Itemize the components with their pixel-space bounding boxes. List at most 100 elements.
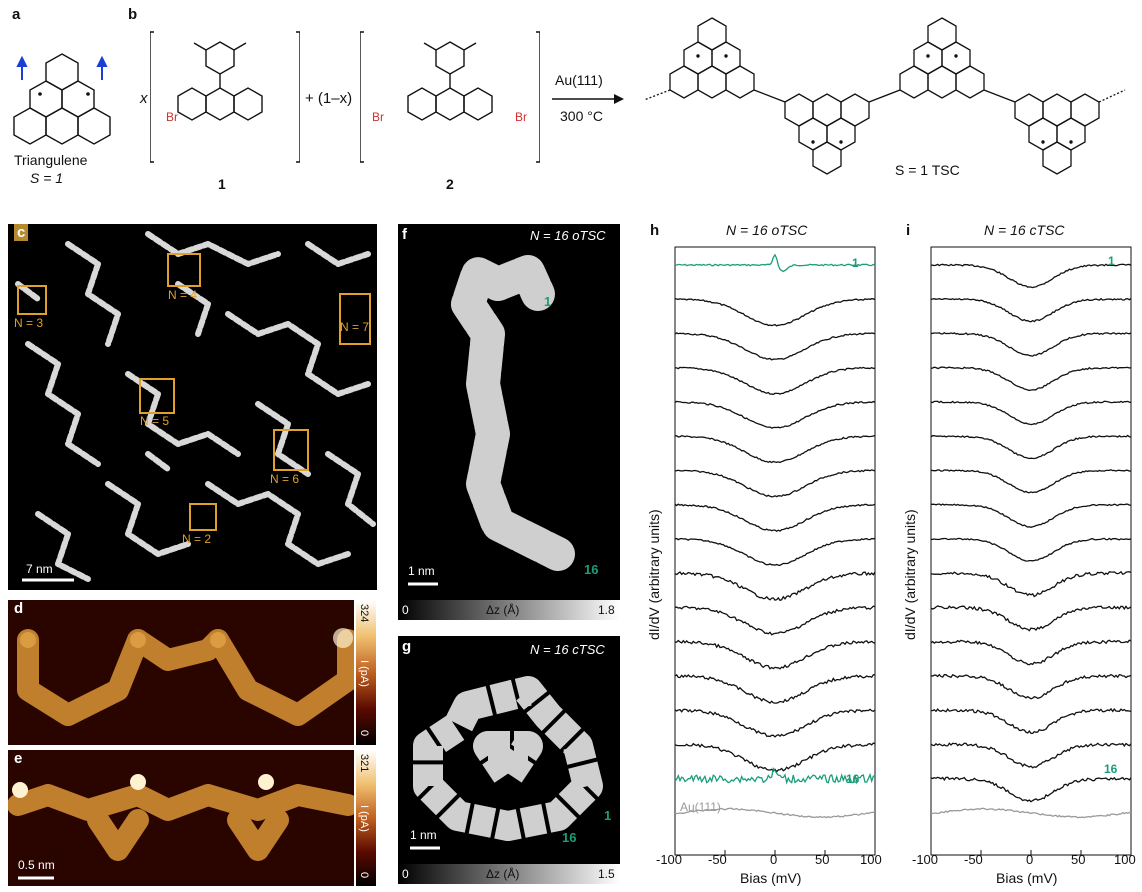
colorbar-g-max: 1.5 xyxy=(598,867,615,881)
molecule-chains xyxy=(15,231,376,582)
spectrum-line-2 xyxy=(674,298,876,327)
spectrum-line-1 xyxy=(930,263,1132,289)
colorbar-e-max: 321 xyxy=(358,754,370,773)
colorbar-e-min: 0 xyxy=(358,872,370,879)
chart-i-tick-4: 100 xyxy=(1114,852,1136,867)
spectrum-line-8 xyxy=(931,503,1131,528)
box-label-n3: N = 3 xyxy=(14,316,44,330)
reaction-arrow-icon xyxy=(552,94,624,104)
chart-i-title: N = 16 cTSC xyxy=(984,222,1065,238)
spectrum-line-9 xyxy=(674,537,876,566)
stm-overview-image: c N = 3 N = 4 N = 7 N = 5 N = 6 N = 2 7 … xyxy=(8,224,377,590)
colorbar-e-title: I (pA) xyxy=(358,805,370,832)
spectrum-line-2 xyxy=(930,297,1132,323)
spectrum-line-15 xyxy=(674,742,876,773)
stm-image-otsc: f N = 16 oTSC 1 16 1 nm xyxy=(398,224,620,600)
panel-label-f: f xyxy=(402,226,407,243)
box-label-n4: N = 4 xyxy=(168,288,198,302)
spectrum-line-5 xyxy=(674,400,876,429)
triangulene-spin: S = 1 xyxy=(30,170,64,186)
chart-i-xlabel: Bias (mV) xyxy=(996,870,1058,886)
afm-image-d: d xyxy=(8,600,354,745)
chart-h-tick-0: -100 xyxy=(656,852,683,867)
ctsc-end-1: 1 xyxy=(604,808,612,823)
chart-frame xyxy=(930,246,1132,856)
spectra-chart-ctsc xyxy=(930,246,1132,856)
reference-spectrum-line xyxy=(674,807,876,819)
box-label-n7: N = 7 xyxy=(340,320,370,334)
box-label-n2: N = 2 xyxy=(182,532,212,546)
chart-h-title: N = 16 oTSC xyxy=(726,222,808,238)
chart-i-tick-0: -100 xyxy=(912,852,939,867)
chart-i-tick-2: 0 xyxy=(1026,852,1034,867)
spectrum-line-9 xyxy=(930,537,1132,562)
spectrum-line-1 xyxy=(674,253,876,273)
panel-label-h: h xyxy=(650,222,660,239)
spectrum-line-15 xyxy=(930,742,1132,769)
otsc-end-1: 1 xyxy=(544,294,552,309)
spectrum-line-8 xyxy=(674,503,876,532)
reaction-conditions-substrate: Au(111) xyxy=(555,72,603,88)
scalebar-label-e: 0.5 nm xyxy=(18,858,55,872)
chart-h-ylabel: dI/dV (arbitrary units) xyxy=(646,509,662,640)
colorbar-d xyxy=(356,600,376,745)
spectrum-line-7 xyxy=(930,469,1132,494)
spectrum-line-3 xyxy=(930,332,1132,357)
panel-label-i: i xyxy=(906,222,911,239)
otsc-title: N = 16 oTSC xyxy=(530,228,606,243)
otsc-scalebar: 1 nm xyxy=(408,564,435,578)
precursor-2-structure xyxy=(360,31,540,163)
spectrum-line-16 xyxy=(674,766,876,785)
highlight-boxes xyxy=(17,253,371,531)
panel-label-d: d xyxy=(14,600,24,617)
colorbar-f-min: 0 xyxy=(402,603,409,617)
spectrum-line-10 xyxy=(674,571,876,602)
spectrum-line-12 xyxy=(674,639,876,670)
triangulene-structure xyxy=(13,53,111,145)
chart-frame xyxy=(674,246,876,856)
precursor-1-structure xyxy=(150,31,300,163)
chart-h-reference: Au(111) xyxy=(680,800,721,814)
chart-h-tick-1: -50 xyxy=(708,852,727,867)
spectrum-line-4 xyxy=(930,366,1132,392)
spectra-chart-otsc xyxy=(674,246,876,856)
spectrum-line-6 xyxy=(930,434,1132,460)
colorbar-e xyxy=(356,750,376,886)
colorbar-d-max: 324 xyxy=(358,604,370,623)
spectrum-line-14 xyxy=(674,708,876,738)
product-label: S = 1 TSC xyxy=(895,162,960,178)
spectrum-line-13 xyxy=(930,673,1132,700)
chart-h-tick-2: 0 xyxy=(770,852,778,867)
compound-1-label: 1 xyxy=(218,176,226,192)
spectrum-line-3 xyxy=(674,332,876,361)
chart-h-tick-3: 50 xyxy=(815,852,830,867)
spectrum-line-12 xyxy=(930,639,1132,666)
colorbar-d-min: 0 xyxy=(358,730,370,737)
colorbar-f xyxy=(398,600,620,620)
colorbar-f-max: 1.8 xyxy=(598,603,615,617)
one-minus-x: + (1–x) xyxy=(305,90,353,107)
box-label-n5: N = 5 xyxy=(140,414,170,428)
spectrum-line-11 xyxy=(674,605,876,636)
br-label-1: Br xyxy=(166,110,178,124)
colorbar-g-min: 0 xyxy=(402,867,409,881)
otsc-end-16: 16 xyxy=(584,562,599,577)
spin-up-arrow-icon xyxy=(16,55,108,80)
spectrum-line-16 xyxy=(930,776,1132,803)
x-coefficient: x xyxy=(140,90,148,107)
chart-i-series-1: 1 xyxy=(1108,254,1115,268)
chart-h-series-1: 1 xyxy=(852,256,859,270)
scalebar-label: 7 nm xyxy=(26,562,53,576)
chart-i-ylabel: dI/dV (arbitrary units) xyxy=(902,509,918,640)
chart-i-series-16: 16 xyxy=(1104,762,1118,776)
spectrum-line-11 xyxy=(930,605,1132,632)
afm-image-e: e 0.5 nm xyxy=(8,750,354,886)
compound-2-label: 2 xyxy=(446,176,454,192)
panel-label-g: g xyxy=(402,638,412,655)
spectrum-line-14 xyxy=(930,707,1132,735)
spectrum-line-6 xyxy=(675,435,876,464)
box-label-n6: N = 6 xyxy=(270,472,300,486)
colorbar-f-title: Δz (Å) xyxy=(486,603,520,617)
br-label-2b: Br xyxy=(515,110,527,124)
chart-h-series-16: 16 xyxy=(846,772,860,786)
